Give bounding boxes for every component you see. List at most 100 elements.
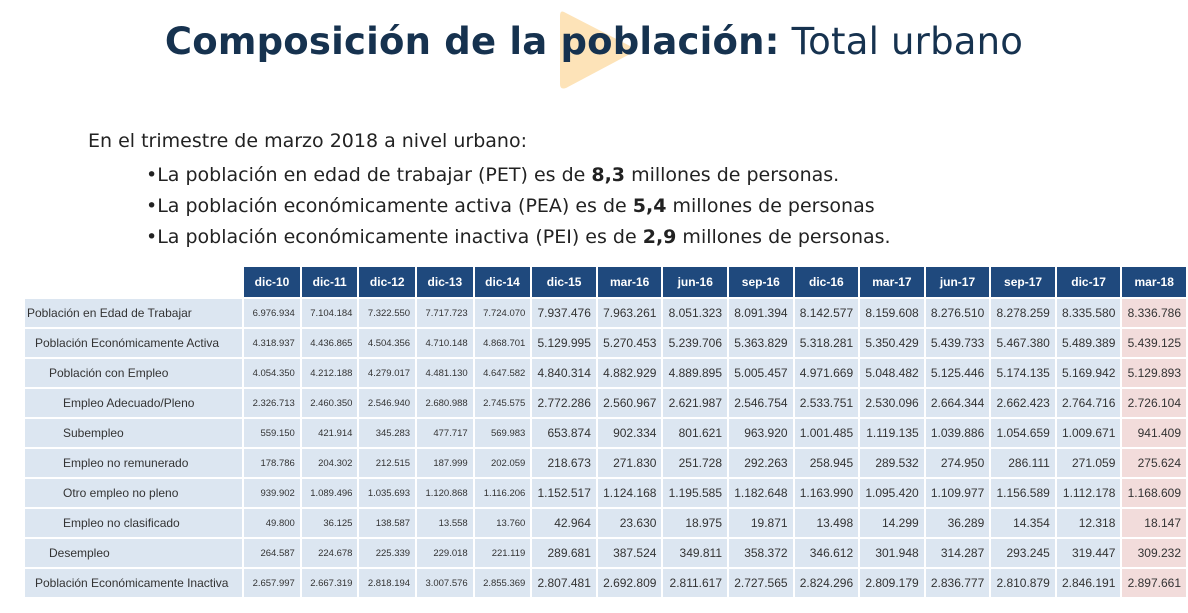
- table-cell: 2.560.967: [597, 389, 662, 417]
- table-cell: 2.692.809: [597, 569, 662, 597]
- column-header: sep-17: [991, 267, 1055, 297]
- table-cell: 5.489.389: [1056, 329, 1121, 357]
- column-header: mar-18: [1122, 267, 1186, 297]
- table-cell: 345.283: [359, 419, 416, 447]
- table-cell: 653.874: [532, 419, 596, 447]
- table-cell: 1.112.178: [1056, 479, 1121, 507]
- table-cell: 387.524: [597, 539, 662, 567]
- table-cell: 4.647.582: [474, 359, 531, 387]
- bullet-pet: •La población en edad de trabajar (PET) …: [146, 160, 891, 191]
- column-header: dic-13: [417, 267, 473, 297]
- table-cell: 6.976.934: [244, 299, 300, 327]
- table-row: Población Económicamente Inactiva 2.657.9…: [25, 569, 1186, 597]
- table-cell: 5.125.446: [925, 359, 990, 387]
- table-cell: 8.091.394: [729, 299, 793, 327]
- table-cell: 5.363.829: [729, 329, 793, 357]
- table-body: Población en Edad de Trabajar 6.976.934 7.…: [25, 299, 1186, 597]
- table-cell: 1.195.585: [663, 479, 728, 507]
- table-cell: 286.111: [991, 449, 1055, 477]
- table-cell: 2.810.879: [991, 569, 1055, 597]
- table-cell: 229.018: [417, 539, 473, 567]
- table-cell: 14.354: [991, 509, 1055, 537]
- table-cell: 559.150: [244, 419, 300, 447]
- table-cell: 7.724.070: [474, 299, 531, 327]
- column-header: dic-10: [244, 267, 300, 297]
- table-cell: 309.232: [1122, 539, 1186, 567]
- table-cell: 225.339: [359, 539, 416, 567]
- bullet-value: 8,3: [591, 164, 626, 186]
- table-cell: 13.498: [794, 509, 859, 537]
- table-cell: 2.621.987: [663, 389, 728, 417]
- table-cell: 5.239.706: [663, 329, 728, 357]
- table-cell: 2.764.716: [1056, 389, 1121, 417]
- column-header: dic-14: [474, 267, 531, 297]
- table-cell: 801.621: [663, 419, 728, 447]
- table-cell: 2.824.296: [794, 569, 859, 597]
- table-cell: 301.948: [860, 539, 924, 567]
- table-cell: 1.039.886: [925, 419, 990, 447]
- table-cell: 275.624: [1122, 449, 1186, 477]
- column-header: dic-12: [359, 267, 416, 297]
- bullet-pea: •La población económicamente activa (PEA…: [146, 191, 891, 222]
- table-cell: 8.276.510: [925, 299, 990, 327]
- table-cell: 49.800: [244, 509, 300, 537]
- table-cell: 1.089.496: [301, 479, 358, 507]
- table-cell: 1.116.206: [474, 479, 531, 507]
- table-cell: 14.299: [860, 509, 924, 537]
- table-row: Otro empleo no pleno 939.902 1.089.496 1.03…: [25, 479, 1186, 507]
- row-label: Población con Empleo: [25, 359, 243, 387]
- table-cell: 4.868.701: [474, 329, 531, 357]
- table-cell: 36.125: [301, 509, 358, 537]
- table-cell: 8.142.577: [794, 299, 859, 327]
- table-cell: 5.169.942: [1056, 359, 1121, 387]
- page-title-light: Total urbano: [791, 20, 1024, 63]
- column-header: dic-16: [794, 267, 859, 297]
- table-cell: 4.971.669: [794, 359, 859, 387]
- table-cell: 1.168.609: [1122, 479, 1186, 507]
- table-cell: 187.999: [417, 449, 473, 477]
- table-cell: 1.182.648: [729, 479, 793, 507]
- table-cell: 251.728: [663, 449, 728, 477]
- table-cell: 221.119: [474, 539, 531, 567]
- bullet-text: millones de personas.: [625, 164, 840, 186]
- table-cell: 349.811: [663, 539, 728, 567]
- table-cell: 2.546.940: [359, 389, 416, 417]
- table-cell: 13.558: [417, 509, 473, 537]
- table-cell: 224.678: [301, 539, 358, 567]
- table-cell: 202.059: [474, 449, 531, 477]
- table-cell: 1.120.868: [417, 479, 473, 507]
- table-cell: 7.937.476: [532, 299, 596, 327]
- table-cell: 5.467.380: [991, 329, 1055, 357]
- table-cell: 212.515: [359, 449, 416, 477]
- table-cell: 8.051.323: [663, 299, 728, 327]
- table-cell: 963.920: [729, 419, 793, 447]
- bullet-pei: •La población económicamente inactiva (P…: [146, 222, 891, 253]
- bullet-text: •La población económicamente activa (PEA…: [146, 195, 633, 217]
- table-cell: 13.760: [474, 509, 531, 537]
- column-header: jun-17: [925, 267, 990, 297]
- table-cell: 12.318: [1056, 509, 1121, 537]
- table-cell: 2.811.617: [663, 569, 728, 597]
- table-cell: 23.630: [597, 509, 662, 537]
- table-cell: 218.673: [532, 449, 596, 477]
- table-cell: 7.963.261: [597, 299, 662, 327]
- table-cell: 941.409: [1122, 419, 1186, 447]
- table-row: Empleo no remunerado 178.786 204.302 212.51…: [25, 449, 1186, 477]
- table-cell: 292.263: [729, 449, 793, 477]
- table-cell: 2.897.661: [1122, 569, 1186, 597]
- column-header: dic-11: [301, 267, 358, 297]
- table-cell: 2.680.988: [417, 389, 473, 417]
- table-cell: 8.336.786: [1122, 299, 1186, 327]
- table-cell: 1.152.517: [532, 479, 596, 507]
- table-cell: 8.278.259: [991, 299, 1055, 327]
- table-cell: 178.786: [244, 449, 300, 477]
- table-row: Empleo no clasificado 49.800 36.125 138.587…: [25, 509, 1186, 537]
- table-cell: 902.334: [597, 419, 662, 447]
- table-cell: 7.717.723: [417, 299, 473, 327]
- table-cell: 3.007.576: [417, 569, 473, 597]
- header-blank: [25, 267, 242, 297]
- table-cell: 358.372: [729, 539, 793, 567]
- table-cell: 939.902: [244, 479, 300, 507]
- table-cell: 477.717: [417, 419, 473, 447]
- column-header: dic-17: [1056, 267, 1121, 297]
